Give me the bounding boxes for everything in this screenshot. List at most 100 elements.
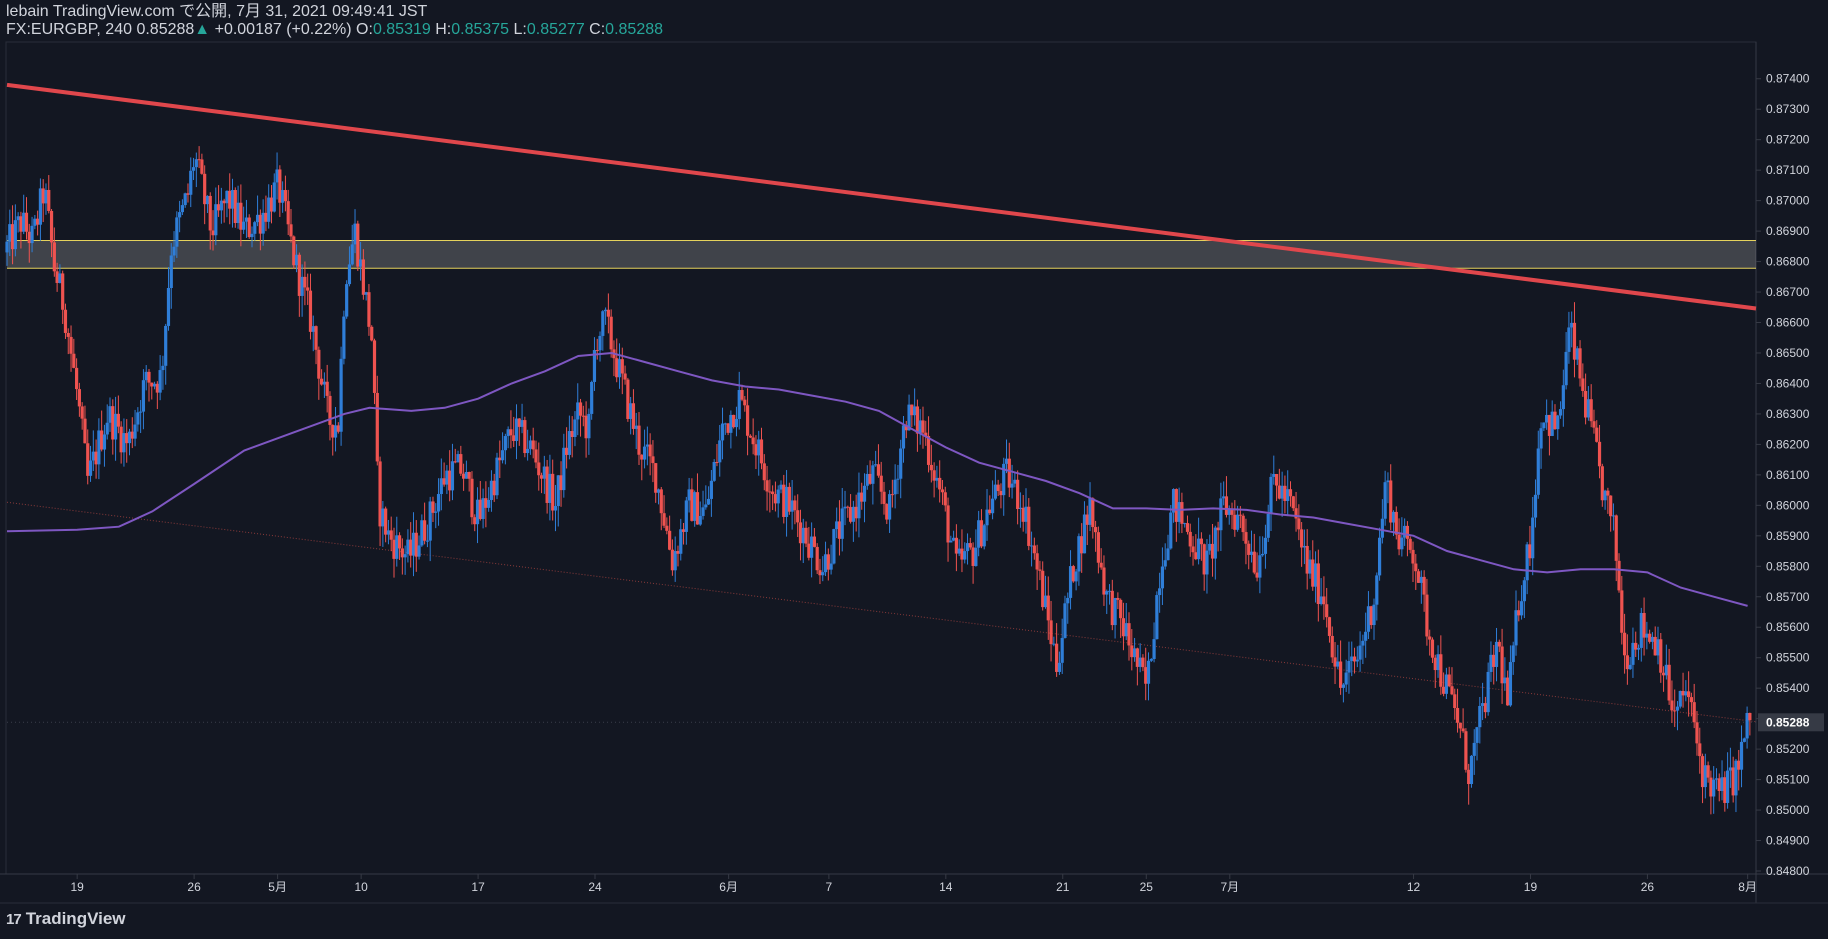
site-name[interactable]: TradingView.com [52, 3, 175, 20]
candle-body [982, 525, 986, 547]
change-value: +0.00187 (+0.22%) [214, 21, 352, 38]
candle-body [1049, 620, 1053, 645]
close-label: C: [589, 21, 606, 38]
candle-body [517, 418, 521, 427]
candle-body [974, 547, 978, 566]
candle-body [1450, 686, 1454, 695]
candle-body [874, 464, 878, 466]
candle-body [445, 470, 449, 485]
candle-body [723, 423, 727, 425]
author-name[interactable]: lebain [6, 3, 49, 20]
candle-body [1731, 767, 1735, 796]
candle-body [670, 549, 675, 571]
candle-body [36, 218, 40, 225]
candle-body [105, 422, 109, 435]
candle-body [1107, 590, 1112, 592]
candle-body [1013, 479, 1017, 484]
resistance-zone [7, 240, 1756, 269]
time-tick-label: 25 [1140, 880, 1154, 894]
candle-body [1041, 570, 1045, 608]
candle-body [729, 414, 733, 433]
candle-body [1219, 498, 1223, 531]
candle-body [1700, 756, 1705, 788]
candle-body [155, 383, 159, 393]
candle-body [1046, 595, 1050, 621]
candle-body [420, 520, 424, 546]
tradingview-brand: TradingView [25, 909, 126, 928]
price-tick-label: 0.87400 [1766, 72, 1810, 86]
current-price-label-bg [1758, 713, 1824, 732]
candle-body [1681, 690, 1685, 696]
candle-body [1391, 511, 1396, 523]
candle-body [1553, 411, 1557, 430]
candle-body [423, 520, 427, 541]
candle-body [1419, 576, 1423, 583]
candle-body [498, 457, 502, 461]
candle-body [1416, 571, 1421, 583]
candle-body [264, 212, 268, 222]
price-tick-label: 0.84800 [1766, 864, 1810, 878]
candle-body [843, 506, 847, 509]
candle-body [1444, 674, 1449, 694]
time-tick-label: 26 [187, 880, 201, 894]
candle-body [1684, 691, 1688, 696]
candle-body [1247, 543, 1251, 555]
candle-body [1606, 490, 1610, 496]
candle-body [940, 489, 945, 493]
candle-body [345, 284, 349, 317]
candle-body [656, 489, 661, 493]
candle-body [1333, 657, 1337, 667]
candle-body [178, 212, 182, 218]
candle-body [317, 349, 321, 379]
candle-body [929, 464, 933, 471]
candle-body [690, 489, 694, 521]
candle-body [676, 551, 680, 554]
candle-body [428, 501, 432, 541]
interval-label[interactable]: 240 [105, 21, 132, 38]
candle-body [395, 535, 399, 559]
price-tick-label: 0.87200 [1766, 133, 1810, 147]
candle-body [1528, 544, 1532, 559]
candle-body [1336, 661, 1340, 667]
candle-body [5, 241, 9, 253]
candle-body [1464, 731, 1468, 770]
candle-body [130, 431, 134, 439]
candle-body [244, 217, 249, 222]
candle-body [796, 510, 800, 523]
candle-body [1096, 532, 1100, 563]
candle-body [993, 484, 997, 499]
candle-body [1661, 672, 1666, 676]
candle-body [537, 462, 541, 476]
candle-body [528, 440, 533, 449]
time-tick-label: 10 [354, 880, 368, 894]
price-tick-label: 0.86100 [1766, 468, 1810, 482]
candle-body [732, 414, 736, 428]
candle-body [308, 290, 313, 332]
candle-body [949, 540, 953, 543]
candle-body [988, 509, 992, 514]
candle-body [1670, 700, 1674, 711]
candle-body [247, 217, 251, 238]
candle-body [1467, 769, 1471, 785]
time-tick-label: 7 [826, 880, 833, 894]
close-value: 0.85288 [605, 21, 664, 38]
tradingview-logo[interactable]: 17 TradingView [6, 909, 126, 929]
candle-body [267, 197, 271, 222]
candle-body [887, 494, 892, 520]
candle-body [634, 425, 638, 429]
time-tick-label: 5月 [268, 880, 287, 894]
candle-body [821, 572, 825, 576]
candle-body [857, 492, 861, 519]
candle-body [659, 489, 663, 514]
symbol-label[interactable]: FX:EURGBP, [6, 21, 101, 38]
candle-body [539, 475, 544, 479]
candle-body [1748, 712, 1752, 721]
candle-body [1361, 640, 1365, 646]
candle-body [1492, 654, 1496, 667]
candle-body [648, 444, 652, 457]
candle-body [531, 440, 535, 450]
candle-body [754, 444, 758, 456]
candle-body [1726, 770, 1730, 803]
candle-body [1350, 656, 1354, 661]
